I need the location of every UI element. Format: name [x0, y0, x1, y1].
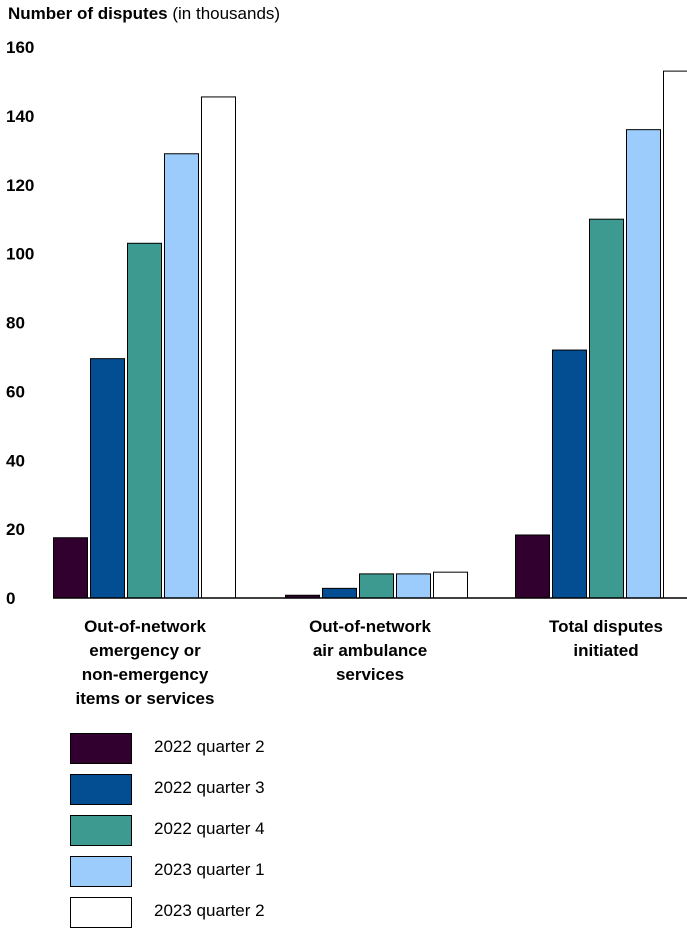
legend-item: 2023 quarter 1: [70, 856, 370, 890]
category-label: Out-of-network: [84, 617, 206, 636]
legend-label: 2022 quarter 4: [154, 819, 265, 838]
bar: [552, 349, 587, 599]
bar: [396, 573, 431, 599]
bar: [515, 534, 550, 599]
legend-label: 2023 quarter 1: [154, 860, 265, 879]
legend-item: 2022 quarter 2: [70, 733, 370, 767]
bar: [164, 153, 199, 599]
legend-label: 2023 quarter 2: [154, 901, 265, 920]
bar: [433, 571, 468, 599]
y-tick-label: 0: [6, 589, 15, 608]
bar: [589, 218, 624, 599]
bar: [663, 70, 687, 599]
category-label: items or services: [76, 689, 215, 708]
category-label: air ambulance: [313, 641, 427, 660]
chart-title-main: Number of disputes: [8, 4, 168, 23]
chart-title: Number of disputes (in thousands): [8, 4, 280, 24]
chart-title-suffix: (in thousands): [172, 4, 281, 23]
legend-label: 2022 quarter 3: [154, 778, 265, 797]
y-tick-label: 120: [6, 176, 34, 195]
category-label: Total disputes: [549, 617, 663, 636]
y-tick-label: 60: [6, 382, 25, 401]
bar-chart: 0 20 40 60 80 100 120 140 160 Out-of-network emerg…: [6, 38, 687, 708]
legend-swatch: [70, 815, 132, 846]
legend-swatch: [70, 774, 132, 805]
legend-item: 2022 quarter 3: [70, 774, 370, 808]
y-tick-label: 20: [6, 520, 25, 539]
legend-swatch: [70, 856, 132, 887]
y-tick-label: 140: [6, 107, 34, 126]
legend-swatch: [70, 897, 132, 928]
y-tick-label: 100: [6, 245, 34, 264]
bar: [90, 358, 125, 599]
y-tick-label: 80: [6, 314, 25, 333]
legend-label: 2022 quarter 2: [154, 737, 265, 756]
bar: [359, 573, 394, 599]
bar: [626, 129, 661, 599]
legend-item: 2023 quarter 2: [70, 897, 370, 931]
legend-item: 2022 quarter 4: [70, 815, 370, 849]
bar: [53, 537, 88, 599]
bar: [127, 242, 162, 599]
category-label: non-emergency: [82, 665, 209, 684]
bar: [201, 96, 236, 599]
category-label: emergency or: [89, 641, 201, 660]
legend-swatch: [70, 733, 132, 764]
y-tick-label: 40: [6, 451, 25, 470]
y-tick-label: 160: [6, 38, 34, 57]
category-label: services: [336, 665, 404, 684]
category-label: Out-of-network: [309, 617, 431, 636]
bar: [322, 587, 357, 599]
category-label: initiated: [573, 641, 638, 660]
